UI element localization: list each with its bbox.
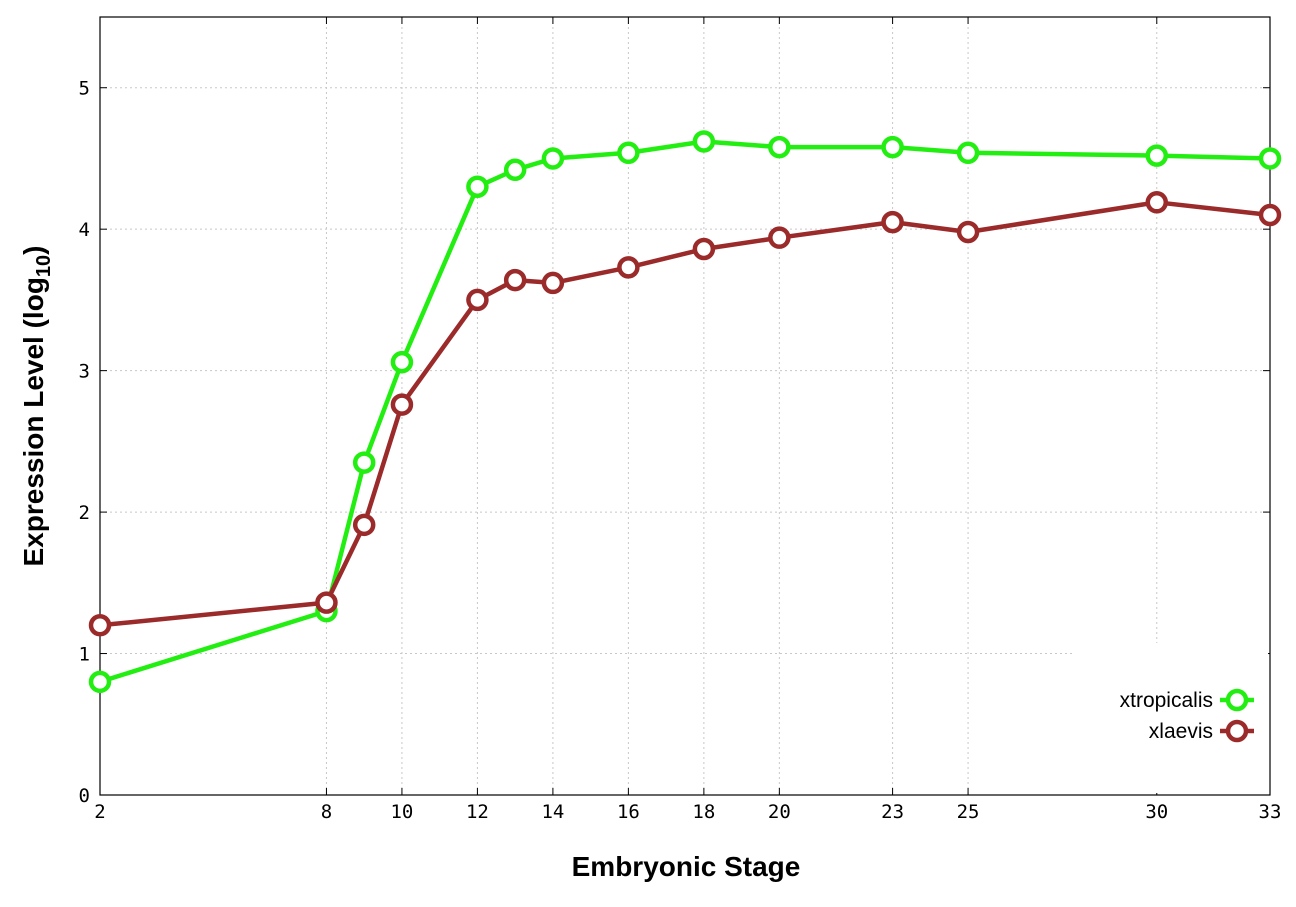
legend-label-xtropicalis: xtropicalis xyxy=(1120,689,1213,712)
x-tick-label: 10 xyxy=(390,801,413,823)
x-tick-label: 23 xyxy=(881,801,904,823)
y-tick-label: 1 xyxy=(79,644,90,666)
data-point-xtropicalis xyxy=(768,135,791,159)
series-line-xtropicalis xyxy=(99,139,1271,684)
data-point-xlaevis xyxy=(881,210,904,234)
y-axis-title-main: Expression Level (log xyxy=(18,277,49,566)
x-axis-title: Embryonic Stage xyxy=(572,851,801,882)
series-group xyxy=(88,130,1282,694)
data-point-xtropicalis xyxy=(1145,144,1169,167)
legend-background xyxy=(1072,643,1268,793)
data-point-xtropicalis xyxy=(390,350,414,374)
data-point-xlaevis xyxy=(956,220,980,244)
data-point-xlaevis xyxy=(390,393,414,416)
data-point-xtropicalis xyxy=(541,147,565,170)
data-point-xlaevis xyxy=(617,256,640,279)
y-axis-title-subscript: 10 xyxy=(33,255,55,277)
data-point-xtropicalis xyxy=(88,670,112,694)
data-point-xtropicalis xyxy=(503,158,527,182)
x-tick-label: 33 xyxy=(1259,801,1282,823)
data-point-xlaevis xyxy=(541,271,565,295)
x-tick-label: 8 xyxy=(321,801,332,823)
x-tick-label: 2 xyxy=(94,801,105,823)
legend-label-xlaevis: xlaevis xyxy=(1149,720,1213,743)
x-tick-label: 14 xyxy=(541,801,564,823)
data-point-xlaevis xyxy=(1258,203,1282,227)
y-tick-label: 2 xyxy=(79,502,90,524)
y-tick-label: 0 xyxy=(79,785,90,807)
series-line-xlaevis xyxy=(99,200,1271,628)
y-axis-title: Expression Level (log10) xyxy=(18,246,55,567)
data-point-xtropicalis xyxy=(352,451,376,474)
data-point-xtropicalis xyxy=(466,175,489,198)
data-point-xlaevis xyxy=(1145,191,1169,214)
data-point-xtropicalis xyxy=(692,130,716,153)
legend-marker-xlaevis xyxy=(1225,719,1249,743)
legend-box xyxy=(1072,643,1268,793)
data-point-xlaevis xyxy=(692,237,716,261)
legend-marker-xtropicalis xyxy=(1225,688,1249,712)
x-tick-label: 18 xyxy=(692,801,715,823)
y-tick-label: 5 xyxy=(79,78,90,100)
data-point-xtropicalis xyxy=(1258,147,1282,170)
data-point-xlaevis xyxy=(352,513,376,537)
data-point-xlaevis xyxy=(466,288,489,312)
data-point-xlaevis xyxy=(88,614,112,637)
data-point-xlaevis xyxy=(315,591,338,614)
y-tick-label: 4 xyxy=(79,219,90,241)
y-tick-label: 3 xyxy=(79,361,90,383)
plot-frame xyxy=(99,16,1271,796)
x-tick-label: 16 xyxy=(617,801,640,823)
data-point-xtropicalis xyxy=(617,141,640,165)
data-point-xlaevis xyxy=(768,226,791,249)
x-tick-label: 25 xyxy=(957,801,980,823)
data-point-xtropicalis xyxy=(956,141,980,165)
x-tick-label: 20 xyxy=(768,801,791,823)
data-point-xlaevis xyxy=(503,268,527,292)
legend: xtropicalis xlaevis xyxy=(1120,688,1254,743)
x-tick-label: 12 xyxy=(466,801,489,823)
y-axis-title-close: ) xyxy=(18,246,49,255)
x-tick-label: 30 xyxy=(1145,801,1168,823)
data-point-xtropicalis xyxy=(881,135,904,159)
